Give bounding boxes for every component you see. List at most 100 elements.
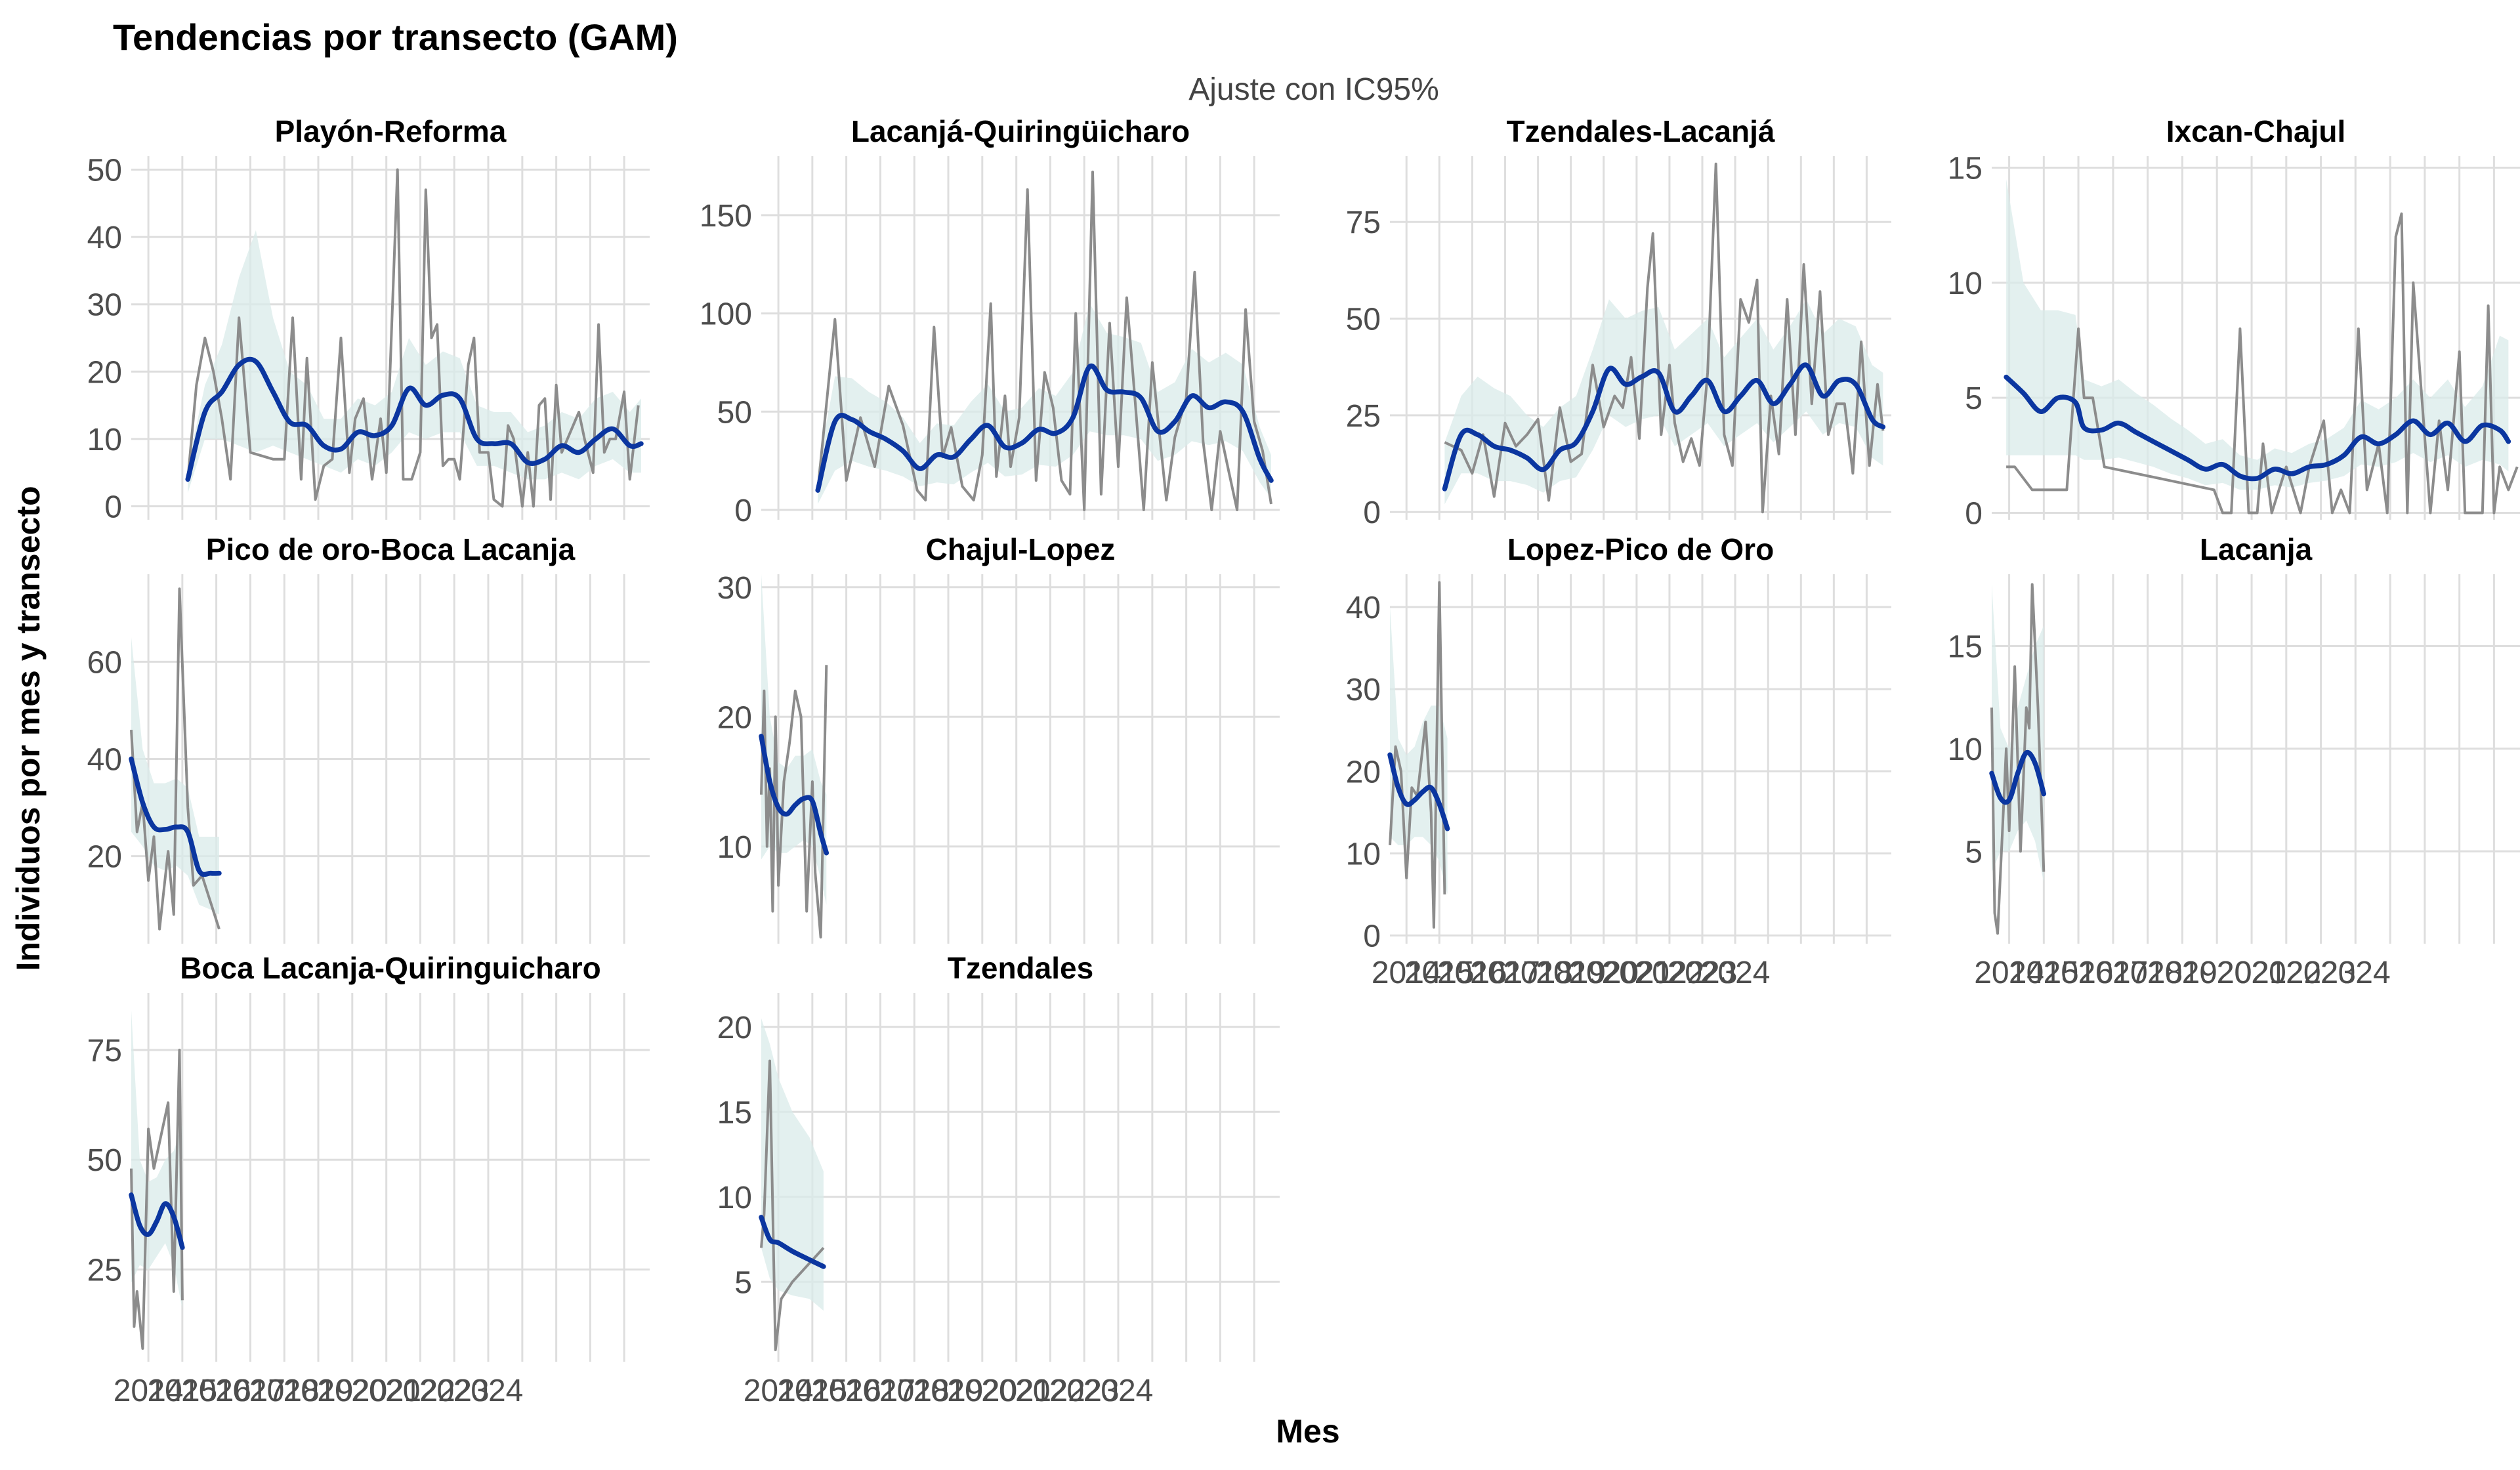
x-tick-label: 2023 bbox=[419, 1374, 490, 1408]
observed-series-line bbox=[130, 1049, 184, 1350]
chart-subtitle: Ajuste con IC95% bbox=[1188, 72, 1439, 107]
y-tick-label: 30 bbox=[1346, 673, 1381, 707]
x-tick-label: 2023 bbox=[1668, 956, 1738, 990]
ci95-ribbon bbox=[2006, 179, 2509, 490]
gam-fit-line bbox=[1387, 752, 1450, 831]
facet-panel-playon-reforma: Playón-Reforma 0 10 20 30 40 50 bbox=[87, 114, 650, 524]
y-tick-label: 100 bbox=[700, 297, 752, 332]
x-tick-label: 2019 bbox=[2147, 956, 2217, 990]
y-tick-label: 20 bbox=[717, 700, 752, 735]
x-tick-label: 2024 bbox=[453, 1374, 524, 1408]
observed-series-line bbox=[1990, 583, 2046, 935]
facet-strip-title: Lopez-Pico de Oro bbox=[1507, 532, 1774, 566]
x-tick-label: 2022 bbox=[2251, 956, 2321, 990]
x-tick-label: 2016 bbox=[811, 1374, 881, 1408]
x-tick-label: 2015 bbox=[1404, 956, 1475, 990]
facet-panel-pico-de-oro-boca-lacanja: Pico de oro-Boca Lacanja 20 40 60 bbox=[87, 532, 650, 944]
y-tick-label: 40 bbox=[87, 743, 122, 778]
x-tick-label: 2019 bbox=[284, 1374, 354, 1408]
x-tick-label: 2018 bbox=[1503, 956, 1573, 990]
facet-panel-lacanja: Lacanja 5 10 15 2014201520162017201820192020… bbox=[1948, 532, 2520, 990]
y-tick-label: 60 bbox=[87, 645, 122, 680]
ci95-ribbon bbox=[188, 230, 641, 493]
y-tick-label: 0 bbox=[734, 494, 752, 528]
y-tick-label: 5 bbox=[1965, 835, 1983, 870]
y-tick-label: 75 bbox=[87, 1034, 122, 1068]
panel-grid bbox=[1992, 574, 2520, 944]
gam-fit-line bbox=[185, 356, 644, 482]
x-tick-label: 2017 bbox=[215, 1374, 285, 1408]
y-tick-label: 40 bbox=[87, 220, 122, 255]
facet-strip-title: Chajul-Lopez bbox=[926, 532, 1116, 566]
x-tick-label: 2014 bbox=[114, 1374, 184, 1408]
y-tick-label: 50 bbox=[87, 1143, 122, 1178]
facet-strip-title: Ixcan-Chajul bbox=[2166, 114, 2346, 148]
y-tick-label: 50 bbox=[717, 395, 752, 430]
x-tick-label: 2015 bbox=[147, 1374, 217, 1408]
gam-fit-line bbox=[129, 1192, 185, 1250]
facet-strip-title: Pico de oro-Boca Lacanja bbox=[206, 532, 576, 566]
x-tick-label: 2019 bbox=[1536, 956, 1606, 990]
y-tick-label: 25 bbox=[1346, 399, 1381, 434]
facet-strip-title: Playón-Reforma bbox=[275, 114, 507, 148]
x-axis-title: Mes bbox=[1276, 1413, 1339, 1450]
gam-fit-line bbox=[815, 363, 1274, 493]
y-tick-label: 20 bbox=[87, 355, 122, 390]
y-tick-label: 10 bbox=[717, 830, 752, 865]
panel-grid bbox=[761, 574, 1280, 944]
facet-panel-lacanja-quiringuicharo: Lacanjá-Quiringüicharo 0 50 100 150 bbox=[700, 114, 1280, 528]
x-tick-label: 2022 bbox=[385, 1374, 455, 1408]
facet-panels: Playón-Reforma01020304050Lacanjá-Quiring… bbox=[87, 114, 2520, 1408]
facet-strip-title: Tzendales-Lacanjá bbox=[1506, 114, 1774, 148]
observed-series-line bbox=[1444, 162, 1885, 514]
y-tick-label: 15 bbox=[1948, 152, 1983, 186]
y-tick-label: 10 bbox=[1346, 837, 1381, 872]
observed-series-line bbox=[2006, 212, 2519, 514]
x-tick-label: 2017 bbox=[2078, 956, 2149, 990]
panel-grid bbox=[131, 993, 650, 1362]
observed-series-line bbox=[816, 171, 1272, 511]
observed-series-line bbox=[760, 665, 828, 939]
gam-fit-line bbox=[1442, 362, 1886, 492]
x-tick-label: 2022 bbox=[1635, 956, 1705, 990]
x-tick-label: 2020 bbox=[947, 1374, 1017, 1408]
gam-fit-line bbox=[1989, 749, 2047, 805]
x-tick-label: 2023 bbox=[2286, 956, 2356, 990]
x-tick-label: 2024 bbox=[1700, 956, 1771, 990]
ci95-ribbon bbox=[818, 303, 1271, 504]
y-axis-title: Individuos por mes y transecto bbox=[10, 486, 47, 971]
facet-strip-title: Lacanja bbox=[2200, 532, 2313, 566]
x-tick-label: 2015 bbox=[2009, 956, 2079, 990]
x-tick-label: 2021 bbox=[351, 1374, 421, 1408]
y-tick-label: 20 bbox=[87, 840, 122, 875]
x-tick-label: 2018 bbox=[879, 1374, 950, 1408]
x-tick-label: 2017 bbox=[845, 1374, 915, 1408]
x-tick-label: 2019 bbox=[914, 1374, 984, 1408]
y-tick-label: 0 bbox=[1363, 495, 1381, 530]
y-tick-label: 5 bbox=[1965, 381, 1983, 416]
x-tick-label: 2022 bbox=[1015, 1374, 1085, 1408]
x-tick-label: 2018 bbox=[2112, 956, 2183, 990]
y-tick-label: 30 bbox=[87, 288, 122, 323]
ci95-ribbon bbox=[761, 1018, 824, 1311]
facet-panel-boca-lacanja-quiringuicharo: Boca Lacanja-Quiringuicharo2550752014201… bbox=[87, 951, 650, 1408]
y-tick-label: 40 bbox=[1346, 591, 1381, 625]
y-tick-label: 25 bbox=[87, 1253, 122, 1288]
y-tick-label: 5 bbox=[734, 1265, 752, 1300]
x-tick-label: 2014 bbox=[1974, 956, 2044, 990]
y-tick-label: 15 bbox=[1948, 629, 1983, 664]
observed-series-line bbox=[760, 1059, 825, 1351]
x-tick-label: 2021 bbox=[2217, 956, 2287, 990]
y-tick-label: 10 bbox=[87, 423, 122, 457]
gam-fit-line bbox=[759, 734, 830, 856]
x-tick-label: 2024 bbox=[2320, 956, 2391, 990]
x-tick-label: 2023 bbox=[1049, 1374, 1120, 1408]
panel-grid bbox=[1390, 574, 1891, 944]
x-tick-label: 2024 bbox=[1083, 1374, 1154, 1408]
y-tick-label: 20 bbox=[1346, 755, 1381, 789]
x-tick-label: 2017 bbox=[1470, 956, 1540, 990]
y-tick-label: 15 bbox=[717, 1095, 752, 1130]
x-tick-label: 2016 bbox=[1437, 956, 1507, 990]
x-tick-label: 2016 bbox=[181, 1374, 251, 1408]
y-tick-label: 10 bbox=[717, 1181, 752, 1215]
